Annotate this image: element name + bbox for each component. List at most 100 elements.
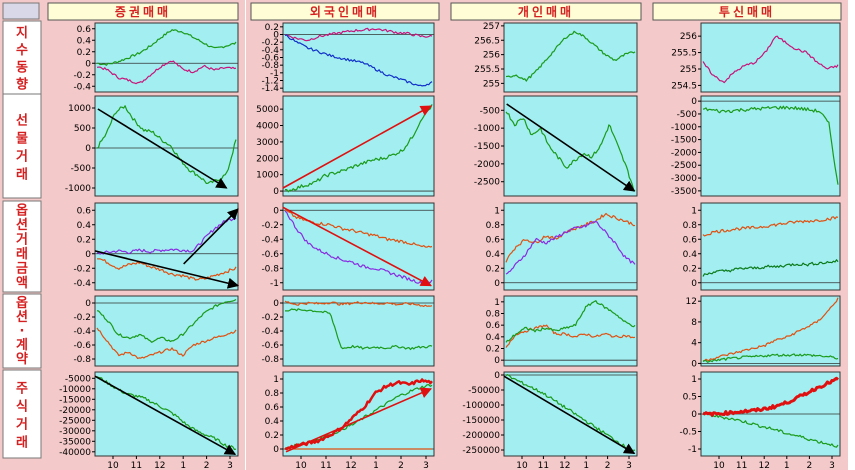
y-tick-label-c3r4-1: 0.5 — [683, 393, 697, 403]
y-tick-label-c1r0-1: 0 — [273, 31, 279, 41]
series-line-c3r4-1 — [702, 376, 840, 417]
plot-area-c1r3 — [282, 295, 435, 367]
row-label-box-2 — [2, 200, 42, 293]
y-tick-label-c1r3-3: -0.6 — [261, 341, 279, 351]
row-label-box-4 — [2, 369, 42, 459]
x-tick-label-c2-0: 10 — [516, 461, 528, 470]
y-tick-label-c2r1-1: -1000 — [474, 124, 500, 134]
y-tick-label-c0r3-1: -0.2 — [73, 313, 91, 323]
column-header-box-1 — [250, 2, 440, 21]
trend-arrow-c0r4-0 — [94, 375, 237, 456]
trend-arrow-c0r2-1 — [94, 250, 240, 289]
column-header-title-1: 외국인매매 — [310, 4, 380, 19]
panel-c0r4: -5000-10000-15000-20000-25000-30000-3500… — [59, 371, 239, 458]
y-tick-label-c3r0-0: 256 — [680, 32, 697, 42]
y-tick-label-c1r2-4: -0.8 — [261, 264, 279, 274]
series-line-c3r3-0 — [702, 297, 839, 362]
y-tick-label-c0r2-5: -0.4 — [73, 279, 91, 289]
y-tick-label-c3r0-2: 255 — [680, 65, 697, 75]
y-tick-label-c3r2-4: 0.2 — [683, 264, 697, 274]
y-tick-label-c2r3-5: 0 — [494, 356, 500, 366]
y-tick-label-c2r4-2: -100000 — [462, 401, 500, 411]
x-tick-label-c3-3: 1 — [784, 461, 790, 470]
series-line-c3r3-1 — [702, 353, 839, 363]
y-tick-label-c0r1-1: 500 — [74, 124, 91, 134]
y-tick-label-c1r2-2: -0.4 — [261, 235, 279, 245]
y-tick-label-c0r2-2: 0.2 — [77, 235, 91, 245]
x-tick-label-c2-5: 3 — [626, 461, 632, 470]
series-line-c3r2-0 — [702, 216, 839, 237]
x-tick-label-c2-2: 12 — [559, 461, 570, 470]
y-tick-label-c1r1-4: 1000 — [256, 171, 279, 181]
row-label-box-1 — [2, 93, 42, 199]
y-tick-label-c0r4-4: -25000 — [59, 416, 91, 426]
y-tick-label-c2r2-2: 0.6 — [486, 235, 501, 245]
trend-arrow-c0r1-0 — [97, 108, 228, 189]
y-tick-label-c2r3-3: 0.4 — [486, 333, 501, 343]
plot-area-c2r3 — [503, 295, 638, 367]
series-line-c3r2-1 — [702, 259, 839, 277]
y-tick-label-c3r1-6: -3000 — [671, 174, 697, 184]
column-header-title-3: 투신매매 — [719, 4, 775, 19]
panel-c0r3: 0 -0.2 -0.4 -0.6 -0.8 — [73, 295, 239, 367]
y-tick-label-c3r4-0: 1 — [691, 375, 697, 385]
panel-c1r2: 0 -0.2 -0.4 -0.6 -0.8 -1 — [261, 202, 435, 291]
series-line-c1r0-1 — [284, 34, 433, 87]
y-tick-label-c2r0-4: 255 — [483, 79, 500, 89]
y-tick-label-c1r0-3: -0.4 — [261, 46, 279, 56]
plot-area-c3r0 — [700, 22, 841, 93]
trend-arrow-c0r2-0 — [183, 208, 239, 265]
y-tick-label-c1r1-2: 3000 — [256, 138, 279, 148]
panel-c0r0: 0.60.4 0.20 -0.2-0.4 — [73, 22, 239, 93]
y-tick-label-c3r4-2: 0 — [691, 410, 697, 420]
panel-c1r3: 0 -0.2 -0.4 -0.6 -0.8 — [261, 295, 435, 367]
series-line-c0r3-0 — [96, 298, 237, 343]
x-tick-label-c0-4: 2 — [204, 461, 210, 470]
x-tick-label-c3-1: 11 — [736, 461, 747, 470]
y-tick-label-c0r1-0: 1000 — [68, 104, 91, 114]
y-tick-label-c0r4-2: -15000 — [59, 395, 91, 405]
y-tick-label-c1r4-3: 0.4 — [265, 417, 280, 427]
row-label-box-3 — [2, 293, 42, 369]
series-line-c2r2-1 — [505, 220, 636, 275]
y-tick-label-c1r4-2: 0.6 — [265, 403, 280, 413]
y-tick-label-c0r1-4: -1000 — [65, 184, 91, 194]
panel-c0r2: 0.6 0.4 0.2 0 -0.2 -0.4 — [73, 202, 240, 291]
y-tick-label-c2r2-3: 0.4 — [486, 250, 501, 260]
y-tick-label-c3r2-1: 0.8 — [683, 221, 698, 231]
y-tick-label-c2r1-0: -500 — [480, 106, 501, 116]
panel-c2r3: 1 0.80.6 0.4 0.20 — [486, 295, 638, 367]
y-tick-label-c1r1-0: 5000 — [256, 105, 279, 115]
column-header-box-3 — [652, 2, 842, 21]
x-tick-label-c1-2: 12 — [345, 461, 356, 470]
y-tick-label-c2r2-0: 1 — [494, 206, 500, 216]
x-tick-label-c1-5: 3 — [423, 461, 429, 470]
series-line-c2r0-0 — [505, 30, 636, 82]
x-tick-label-c2-1: 11 — [538, 461, 549, 470]
plot-area-c1r0 — [282, 22, 435, 93]
y-tick-label-c3r1-4: -2000 — [671, 148, 697, 158]
x-tick-label-c1-0: 10 — [295, 461, 307, 470]
column-header-title-0: 증권매매 — [115, 4, 171, 19]
column-header-title-2: 개인매매 — [518, 4, 574, 19]
trend-arrow-c2r4-0 — [503, 375, 636, 455]
y-tick-label-c0r2-3: 0 — [85, 250, 91, 260]
y-tick-label-c0r2-0: 0.6 — [77, 206, 92, 216]
y-tick-label-c1r1-3: 2000 — [256, 154, 279, 164]
y-tick-label-c0r0-4: -0.2 — [73, 71, 91, 81]
x-tick-label-c3-2: 12 — [758, 461, 769, 470]
y-tick-label-c1r0-6: -1 — [270, 69, 279, 79]
y-tick-label-c1r4-0: 1 — [273, 375, 279, 385]
row-label-3: 옵 션 · 계 약 — [16, 295, 28, 367]
y-tick-label-c2r3-1: 0.8 — [486, 310, 501, 320]
y-tick-label-c3r4-4: -1 — [688, 445, 697, 455]
series-line-c0r2-1 — [96, 258, 237, 281]
series-line-c0r2-0 — [96, 217, 237, 255]
series-line-c0r0-0 — [97, 29, 237, 66]
panel-c3r3: 12 8 4 0 — [686, 295, 841, 369]
panel-c3r0: 256 255.5 255 254.5 — [671, 22, 841, 93]
panel-c0r1: 1000 500 0 -500 -1000 — [65, 95, 239, 197]
